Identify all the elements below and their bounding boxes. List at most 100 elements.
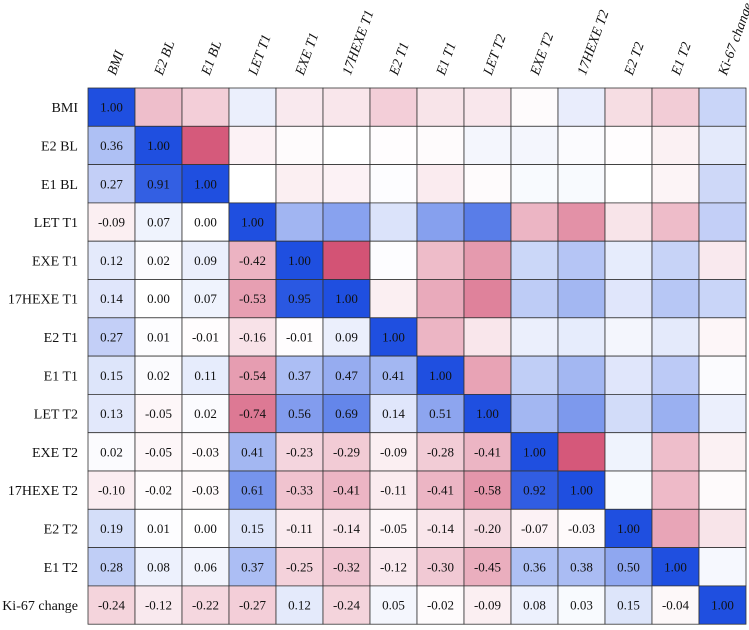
heatmap-cell-value-8-8: 1.00 — [476, 406, 499, 421]
heatmap-cell-8-13 — [698, 393, 747, 434]
heatmap-cell-13-2 — [181, 585, 230, 625]
heatmap-cell-value-5-2: 0.07 — [194, 291, 217, 306]
heatmap-cell-1-12 — [651, 125, 700, 166]
heatmap-cell-value-10-9: 0.92 — [523, 483, 546, 498]
heatmap-cell-11-1 — [134, 508, 183, 548]
heatmap-cell-6-11 — [604, 317, 653, 357]
heatmap-cell-9-2 — [181, 432, 230, 472]
heatmap-cell-0-5 — [322, 87, 371, 127]
heatmap-cell-6-12 — [651, 317, 700, 357]
heatmap-cell-8-0 — [87, 393, 136, 434]
heatmap-cell-12-10 — [557, 547, 606, 587]
column-label: 17HEXE T2 — [575, 8, 612, 77]
heatmap-cell-0-1 — [134, 87, 183, 127]
heatmap-cell-4-10 — [557, 240, 606, 280]
heatmap-cell-4-11 — [604, 240, 653, 280]
heatmap-cell-7-2 — [181, 355, 230, 395]
heatmap-cell-12-8 — [463, 547, 512, 587]
heatmap-cell-1-0 — [87, 125, 136, 166]
heatmap-cell-2-6 — [369, 164, 418, 204]
heatmap-cell-value-8-4: 0.56 — [288, 406, 311, 421]
heatmap-cell-value-6-3: -0.16 — [239, 329, 267, 344]
heatmap-cell-1-8 — [463, 125, 512, 166]
heatmap-cell-3-7 — [416, 202, 465, 242]
heatmap-cell-1-6 — [369, 125, 418, 166]
heatmap-cell-value-6-2: -0.01 — [192, 329, 219, 344]
heatmap-cell-6-9 — [510, 317, 559, 357]
heatmap-cell-value-9-5: -0.29 — [333, 444, 360, 459]
heatmap-cell-12-0 — [87, 547, 136, 587]
heatmap-cell-5-0 — [87, 279, 136, 319]
column-label: E2 T1 — [387, 40, 413, 78]
heatmap-cell-value-2-2: 1.00 — [194, 176, 217, 191]
heatmap-cell-value-13-7: -0.02 — [427, 598, 454, 613]
heatmap-cell-value-6-5: 0.09 — [335, 329, 358, 344]
heatmap-cell-8-8 — [463, 393, 512, 434]
heatmap-cell-10-0 — [87, 470, 136, 510]
heatmap-cell-11-5 — [322, 508, 371, 548]
heatmap-cell-12-3 — [228, 547, 277, 587]
heatmap-cell-value-13-2: -0.22 — [192, 598, 219, 613]
heatmap-cell-11-10 — [557, 508, 606, 548]
heatmap-cell-2-4 — [275, 164, 324, 204]
heatmap-cell-2-7 — [416, 164, 465, 204]
heatmap-cell-4-3 — [228, 240, 277, 280]
heatmap-cell-value-3-1: 0.07 — [147, 215, 170, 230]
heatmap-cell-value-5-4: 0.95 — [288, 291, 311, 306]
heatmap-cell-value-1-1: 1.00 — [147, 138, 170, 153]
heatmap-cell-9-12 — [651, 432, 700, 472]
heatmap-cell-0-9 — [510, 87, 559, 127]
heatmap-cell-5-4 — [275, 279, 324, 319]
heatmap-cell-value-5-3: -0.53 — [239, 291, 266, 306]
heatmap-cell-7-8 — [463, 355, 512, 395]
row-labels: BMI E2 BL E1 BL LET T1 EXE T1 17HEXE T1 E2 T1 E… — [2, 101, 78, 614]
heatmap-cell-8-10 — [557, 393, 606, 434]
heatmap-cell-2-9 — [510, 164, 559, 204]
heatmap-cell-value-13-9: 0.08 — [523, 598, 546, 613]
heatmap-cell-value-9-1: -0.05 — [145, 444, 172, 459]
heatmap-cell-4-6 — [369, 240, 418, 280]
heatmap-cell-0-3 — [228, 87, 277, 127]
heatmap-cell-value-13-0: -0.24 — [98, 598, 126, 613]
heatmap-cell-value-1-0: 0.36 — [100, 138, 123, 153]
heatmap-cell-value-10-8: -0.58 — [474, 483, 501, 498]
heatmap-cell-value-6-1: 0.01 — [147, 329, 170, 344]
heatmap-cell-7-10 — [557, 355, 606, 395]
heatmap-cell-3-5 — [322, 202, 371, 242]
heatmap-cell-value-8-6: 0.14 — [382, 406, 405, 421]
heatmap-cell-2-13 — [698, 164, 747, 204]
heatmap-cell-value-13-1: -0.12 — [145, 598, 172, 613]
heatmap-cell-value-12-0: 0.28 — [100, 559, 123, 574]
heatmap-cell-value-11-11: 1.00 — [617, 521, 640, 536]
row-label: LET T1 — [34, 216, 78, 231]
heatmap-cell-10-3 — [228, 470, 277, 510]
heatmap-cell-13-1 — [134, 585, 183, 625]
column-label: LET T2 — [481, 33, 510, 79]
heatmap-cell-value-9-2: -0.03 — [192, 444, 219, 459]
heatmap-cell-10-5 — [322, 470, 371, 510]
column-label: E2 T2 — [622, 40, 648, 78]
column-label: 17HEXE T1 — [340, 8, 377, 77]
heatmap-cell-3-3 — [228, 202, 277, 242]
heatmap-cell-value-9-4: -0.23 — [286, 444, 313, 459]
heatmap-cell-0-7 — [416, 87, 465, 127]
heatmap-cell-13-10 — [557, 585, 606, 625]
heatmap-cell-10-11 — [604, 470, 653, 510]
heatmap-cell-value-8-1: -0.05 — [145, 406, 172, 421]
heatmap-cell-6-1 — [134, 317, 183, 357]
heatmap-cell-value-12-8: -0.45 — [474, 559, 501, 574]
heatmap-cell-6-8 — [463, 317, 512, 357]
row-label: BMI — [52, 101, 79, 116]
heatmap-cell-0-13 — [698, 87, 747, 127]
heatmap-cell-11-8 — [463, 508, 512, 548]
heatmap-cell-3-10 — [557, 202, 606, 242]
row-label: E2 BL — [41, 139, 78, 154]
heatmap-cell-7-12 — [651, 355, 700, 395]
heatmap-cell-value-2-0: 0.27 — [100, 176, 123, 191]
heatmap-cell-value-3-0: -0.09 — [98, 215, 125, 230]
heatmap-cell-value-13-11: 0.15 — [617, 598, 640, 613]
heatmap-cell-11-0 — [87, 508, 136, 548]
heatmap-cell-11-2 — [181, 508, 230, 548]
heatmap-cell-13-7 — [416, 585, 465, 625]
